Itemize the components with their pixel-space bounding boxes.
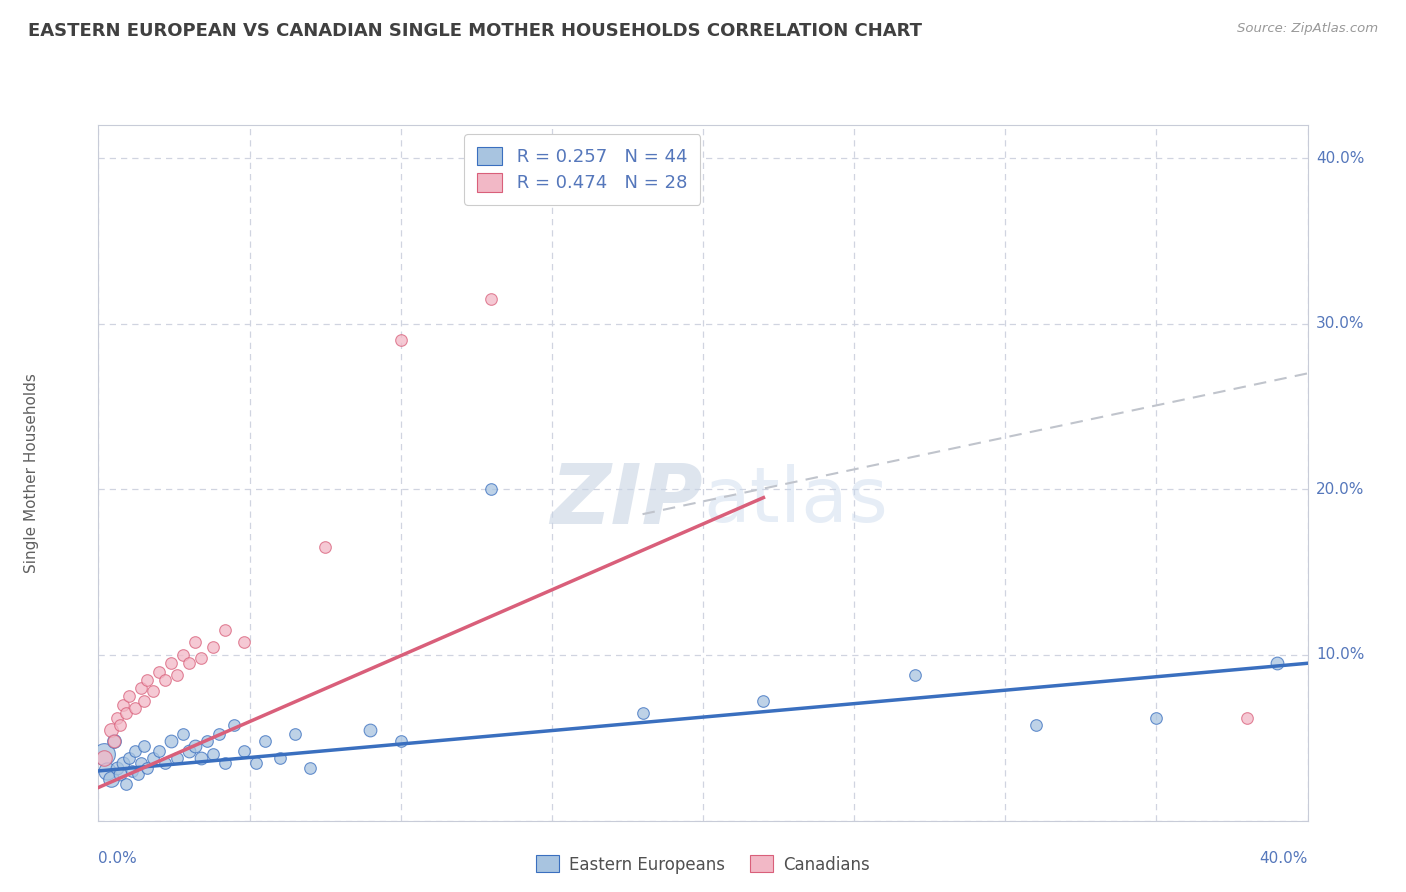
Point <box>111 698 134 712</box>
Point <box>269 750 291 764</box>
Point <box>190 651 212 665</box>
Text: atlas: atlas <box>703 464 887 538</box>
Point <box>105 711 128 725</box>
Point <box>135 673 157 687</box>
Point <box>904 668 927 682</box>
Point <box>108 717 131 731</box>
Point <box>214 623 236 637</box>
Point <box>153 673 176 687</box>
Point <box>284 727 307 741</box>
Legend: Eastern Europeans, Canadians: Eastern Europeans, Canadians <box>527 847 879 882</box>
Text: 40.0%: 40.0% <box>1260 851 1308 866</box>
Text: Source: ZipAtlas.com: Source: ZipAtlas.com <box>1237 22 1378 36</box>
Point <box>184 634 207 648</box>
Point <box>208 727 231 741</box>
Point <box>142 684 165 698</box>
Point <box>1144 711 1167 725</box>
Point <box>1236 711 1258 725</box>
Point <box>93 747 115 762</box>
Point <box>148 665 170 679</box>
Text: 30.0%: 30.0% <box>1316 316 1364 331</box>
Point <box>135 761 157 775</box>
Point <box>481 483 503 497</box>
Point <box>111 756 134 770</box>
Text: 0.0%: 0.0% <box>98 851 138 866</box>
Text: 10.0%: 10.0% <box>1316 648 1364 663</box>
Point <box>195 734 218 748</box>
Point <box>129 756 152 770</box>
Point <box>96 764 118 778</box>
Point <box>118 690 141 704</box>
Point <box>160 734 183 748</box>
Point <box>214 756 236 770</box>
Point <box>360 723 382 737</box>
Point <box>166 668 188 682</box>
Point <box>232 744 254 758</box>
Point <box>631 706 654 720</box>
Point <box>752 694 775 708</box>
Point <box>108 767 131 781</box>
Point <box>177 744 201 758</box>
Point <box>232 634 254 648</box>
Point <box>177 657 201 671</box>
Point <box>132 694 155 708</box>
Point <box>224 717 246 731</box>
Point <box>314 541 336 555</box>
Text: ZIP: ZIP <box>550 460 703 541</box>
Point <box>114 706 136 720</box>
Point <box>132 739 155 753</box>
Point <box>148 744 170 758</box>
Point <box>172 727 194 741</box>
Point <box>103 734 125 748</box>
Text: Single Mother Households: Single Mother Households <box>24 373 39 573</box>
Point <box>1265 657 1288 671</box>
Point <box>245 756 267 770</box>
Point <box>160 657 183 671</box>
Point <box>202 747 225 762</box>
Point <box>481 292 503 306</box>
Point <box>129 681 152 695</box>
Point <box>202 640 225 654</box>
Point <box>118 750 141 764</box>
Point <box>153 756 176 770</box>
Point <box>93 750 115 764</box>
Point <box>299 761 322 775</box>
Point <box>190 750 212 764</box>
Point <box>103 734 125 748</box>
Point <box>253 734 276 748</box>
Text: 40.0%: 40.0% <box>1316 151 1364 166</box>
Point <box>166 750 188 764</box>
Text: EASTERN EUROPEAN VS CANADIAN SINGLE MOTHER HOUSEHOLDS CORRELATION CHART: EASTERN EUROPEAN VS CANADIAN SINGLE MOTH… <box>28 22 922 40</box>
Point <box>389 333 412 347</box>
Point <box>127 767 149 781</box>
Point <box>124 701 146 715</box>
Point <box>100 772 122 787</box>
Point <box>172 648 194 662</box>
Point <box>105 761 128 775</box>
Point <box>142 750 165 764</box>
Point <box>124 744 146 758</box>
Point <box>389 734 412 748</box>
Point <box>100 723 122 737</box>
Point <box>1024 717 1046 731</box>
Point <box>184 739 207 753</box>
Point <box>114 777 136 791</box>
Point <box>121 764 143 778</box>
Text: 20.0%: 20.0% <box>1316 482 1364 497</box>
